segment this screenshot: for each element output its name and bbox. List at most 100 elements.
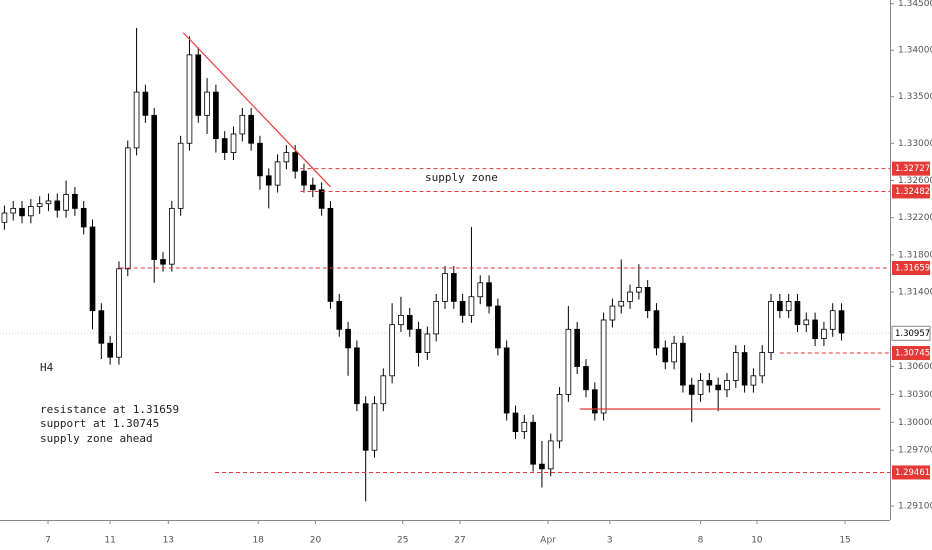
y-tick-label: 1.32200 (898, 213, 932, 223)
candle-body (671, 342, 677, 363)
candle-body (433, 300, 440, 335)
candle-body (327, 207, 334, 302)
candle-body (556, 394, 563, 442)
candle-body (221, 138, 228, 153)
level-label: 1.32727 (895, 164, 930, 174)
candle-body (204, 91, 210, 116)
candle-body (600, 319, 607, 414)
candle-body (644, 287, 651, 312)
candle-body (186, 54, 193, 144)
y-tick-label: 1.30000 (898, 418, 932, 428)
candle-body (688, 384, 695, 395)
y-tick-label: 1.29100 (898, 502, 932, 512)
candle-body (724, 380, 730, 391)
x-tick-label: 15 (839, 536, 850, 546)
candle-body (697, 380, 704, 395)
trendline (182, 32, 331, 188)
level-tag (892, 261, 930, 275)
x-tick-label: 10 (751, 536, 763, 546)
candle-body (380, 375, 387, 405)
candle-body (142, 91, 149, 116)
level-label: 1.31659 (895, 264, 930, 274)
candle-body (486, 282, 492, 307)
candle-body (54, 200, 61, 211)
candle-body (72, 194, 78, 209)
candle-body (10, 207, 17, 214)
note: support at 1.30745 (40, 417, 159, 430)
candle-body (345, 328, 351, 349)
candle-body (838, 310, 845, 334)
candle-body (19, 207, 25, 217)
candle-body (424, 333, 431, 353)
candle-body (450, 273, 457, 302)
candle-body (406, 314, 413, 330)
candle-body (442, 273, 448, 302)
x-tick-label: 11 (104, 536, 115, 546)
level-label: 1.29461 (895, 468, 930, 478)
x-tick-label: Apr (540, 536, 556, 546)
candle-body (812, 319, 818, 340)
candle-body (618, 300, 625, 307)
candle-body (257, 142, 263, 177)
x-tick-label: 3 (607, 536, 613, 546)
candle-body (706, 380, 713, 386)
level-tag (892, 465, 930, 480)
candle-body (530, 421, 536, 465)
candle-body (195, 54, 202, 116)
candle-body (63, 194, 69, 211)
candle-body (230, 133, 237, 153)
x-tick-label: 20 (310, 536, 322, 546)
candle-body (213, 91, 219, 140)
candle-body (477, 282, 484, 298)
candle-body (309, 184, 316, 191)
candle-body (829, 310, 836, 330)
candle-body (741, 352, 748, 386)
candle-body (777, 300, 783, 312)
candle-body (794, 300, 801, 326)
candle-body (239, 114, 246, 135)
y-tick-label: 1.34000 (898, 46, 932, 56)
candle-body (354, 347, 360, 405)
candle-body (803, 319, 810, 326)
candle-body (759, 352, 766, 377)
zone-label: supply zone (425, 171, 498, 184)
candle-body (495, 305, 501, 349)
candle-body (503, 347, 510, 414)
candle-body (512, 412, 519, 433)
level-tag (892, 161, 930, 176)
y-tick-label: 1.32600 (898, 176, 932, 186)
candle-body (1, 212, 8, 223)
candle-body (768, 300, 774, 353)
candle-body (662, 347, 669, 363)
candle-body (274, 161, 281, 186)
candle-body (398, 314, 404, 326)
candle-body (565, 328, 572, 395)
x-tick-label: 18 (252, 536, 264, 546)
candle-body (36, 203, 43, 207)
candle-body (265, 175, 272, 186)
candle-body (98, 310, 105, 344)
candle-body (583, 366, 589, 391)
candle-body (89, 226, 96, 312)
level-tag (892, 184, 930, 199)
candle-body (415, 328, 422, 353)
x-tick-label: 7 (45, 536, 51, 546)
candle-body (715, 384, 721, 391)
candle-body (591, 389, 598, 414)
candle-body (248, 114, 254, 144)
candle-body (547, 440, 554, 470)
candle-body (362, 403, 369, 451)
y-tick-label: 1.31800 (898, 250, 932, 260)
candle-body (750, 375, 757, 386)
candle-body (732, 352, 739, 381)
candle-body (336, 300, 343, 330)
x-tick-label: 25 (397, 536, 408, 546)
candle-body (468, 296, 475, 316)
level-label: 1.32482 (895, 187, 930, 197)
candle-body (177, 142, 184, 209)
candle-body (653, 310, 660, 349)
candle-body (389, 324, 395, 377)
y-tick-label: 1.33000 (898, 139, 932, 149)
current-price-tag (891, 325, 931, 341)
y-tick-label: 1.33500 (898, 92, 932, 102)
